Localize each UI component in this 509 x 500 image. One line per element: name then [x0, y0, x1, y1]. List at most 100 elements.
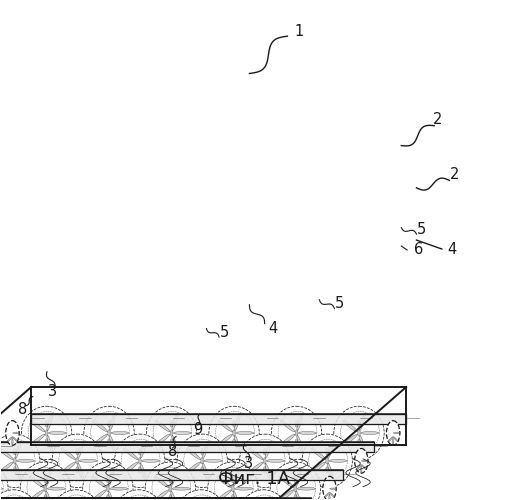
Ellipse shape	[330, 488, 337, 490]
Ellipse shape	[235, 413, 240, 430]
Ellipse shape	[311, 462, 326, 473]
Ellipse shape	[323, 476, 336, 500]
Ellipse shape	[302, 434, 352, 488]
Ellipse shape	[392, 438, 394, 446]
Ellipse shape	[233, 469, 239, 486]
Ellipse shape	[388, 437, 393, 442]
Ellipse shape	[295, 430, 298, 436]
Ellipse shape	[82, 462, 133, 500]
Ellipse shape	[31, 434, 45, 446]
Ellipse shape	[328, 463, 333, 480]
Ellipse shape	[203, 441, 209, 458]
Ellipse shape	[201, 466, 204, 473]
Ellipse shape	[232, 476, 234, 483]
Ellipse shape	[334, 406, 384, 460]
Text: 3: 3	[47, 384, 56, 399]
Ellipse shape	[140, 441, 146, 458]
Ellipse shape	[61, 462, 76, 473]
Ellipse shape	[298, 432, 317, 434]
Ellipse shape	[267, 460, 285, 462]
Ellipse shape	[115, 434, 165, 488]
Ellipse shape	[14, 496, 20, 500]
Ellipse shape	[170, 439, 173, 446]
Ellipse shape	[13, 458, 16, 464]
Ellipse shape	[106, 476, 109, 483]
Ellipse shape	[249, 462, 263, 473]
Ellipse shape	[265, 463, 271, 480]
Text: 9: 9	[193, 422, 203, 436]
Ellipse shape	[124, 448, 138, 460]
Ellipse shape	[235, 436, 240, 452]
Ellipse shape	[138, 458, 141, 464]
Ellipse shape	[92, 490, 106, 500]
Ellipse shape	[235, 487, 253, 490]
Ellipse shape	[170, 420, 173, 427]
Ellipse shape	[263, 448, 266, 455]
Text: 2: 2	[450, 167, 459, 182]
Ellipse shape	[110, 487, 128, 490]
Ellipse shape	[0, 490, 39, 500]
Ellipse shape	[294, 476, 297, 483]
Polygon shape	[0, 470, 343, 480]
Ellipse shape	[30, 490, 44, 500]
Ellipse shape	[145, 462, 195, 500]
Ellipse shape	[138, 466, 141, 473]
Ellipse shape	[154, 476, 169, 488]
Ellipse shape	[7, 437, 12, 442]
Ellipse shape	[324, 492, 329, 498]
Ellipse shape	[13, 437, 18, 442]
Text: Фиг. 1А: Фиг. 1А	[218, 470, 291, 488]
Ellipse shape	[186, 462, 201, 473]
Ellipse shape	[48, 432, 67, 434]
Ellipse shape	[232, 494, 234, 500]
Ellipse shape	[297, 436, 303, 452]
Ellipse shape	[329, 460, 347, 462]
Ellipse shape	[174, 432, 191, 434]
Ellipse shape	[294, 494, 297, 500]
Ellipse shape	[236, 432, 254, 434]
Text: 4: 4	[447, 242, 457, 256]
Ellipse shape	[203, 463, 209, 480]
Ellipse shape	[233, 491, 239, 500]
Text: 1: 1	[295, 24, 304, 38]
Ellipse shape	[361, 466, 362, 473]
Ellipse shape	[44, 476, 47, 483]
Ellipse shape	[217, 490, 231, 500]
Text: 3: 3	[244, 456, 253, 471]
Ellipse shape	[139, 496, 145, 500]
Ellipse shape	[107, 439, 110, 446]
Ellipse shape	[76, 458, 79, 464]
Ellipse shape	[46, 469, 52, 486]
Ellipse shape	[138, 448, 141, 455]
Ellipse shape	[93, 420, 107, 432]
Ellipse shape	[240, 434, 290, 488]
Ellipse shape	[271, 406, 322, 460]
Ellipse shape	[280, 434, 295, 446]
Ellipse shape	[233, 430, 236, 436]
Ellipse shape	[13, 448, 16, 455]
Ellipse shape	[169, 494, 172, 500]
Ellipse shape	[20, 462, 71, 500]
Text: 6: 6	[414, 242, 423, 258]
Ellipse shape	[107, 420, 110, 427]
Ellipse shape	[329, 494, 330, 500]
Ellipse shape	[295, 439, 298, 446]
Ellipse shape	[156, 434, 170, 446]
Text: 5: 5	[335, 296, 344, 311]
Ellipse shape	[326, 448, 329, 455]
Ellipse shape	[93, 434, 107, 446]
Ellipse shape	[47, 436, 53, 452]
Ellipse shape	[52, 434, 102, 488]
Ellipse shape	[170, 430, 173, 436]
Ellipse shape	[51, 490, 101, 500]
Ellipse shape	[172, 487, 190, 490]
Text: 5: 5	[417, 222, 426, 236]
Ellipse shape	[109, 413, 116, 430]
Ellipse shape	[356, 464, 361, 470]
Ellipse shape	[47, 413, 53, 430]
Ellipse shape	[30, 476, 44, 488]
Ellipse shape	[238, 490, 289, 500]
Ellipse shape	[21, 406, 72, 460]
Ellipse shape	[343, 434, 357, 446]
Ellipse shape	[208, 462, 258, 500]
